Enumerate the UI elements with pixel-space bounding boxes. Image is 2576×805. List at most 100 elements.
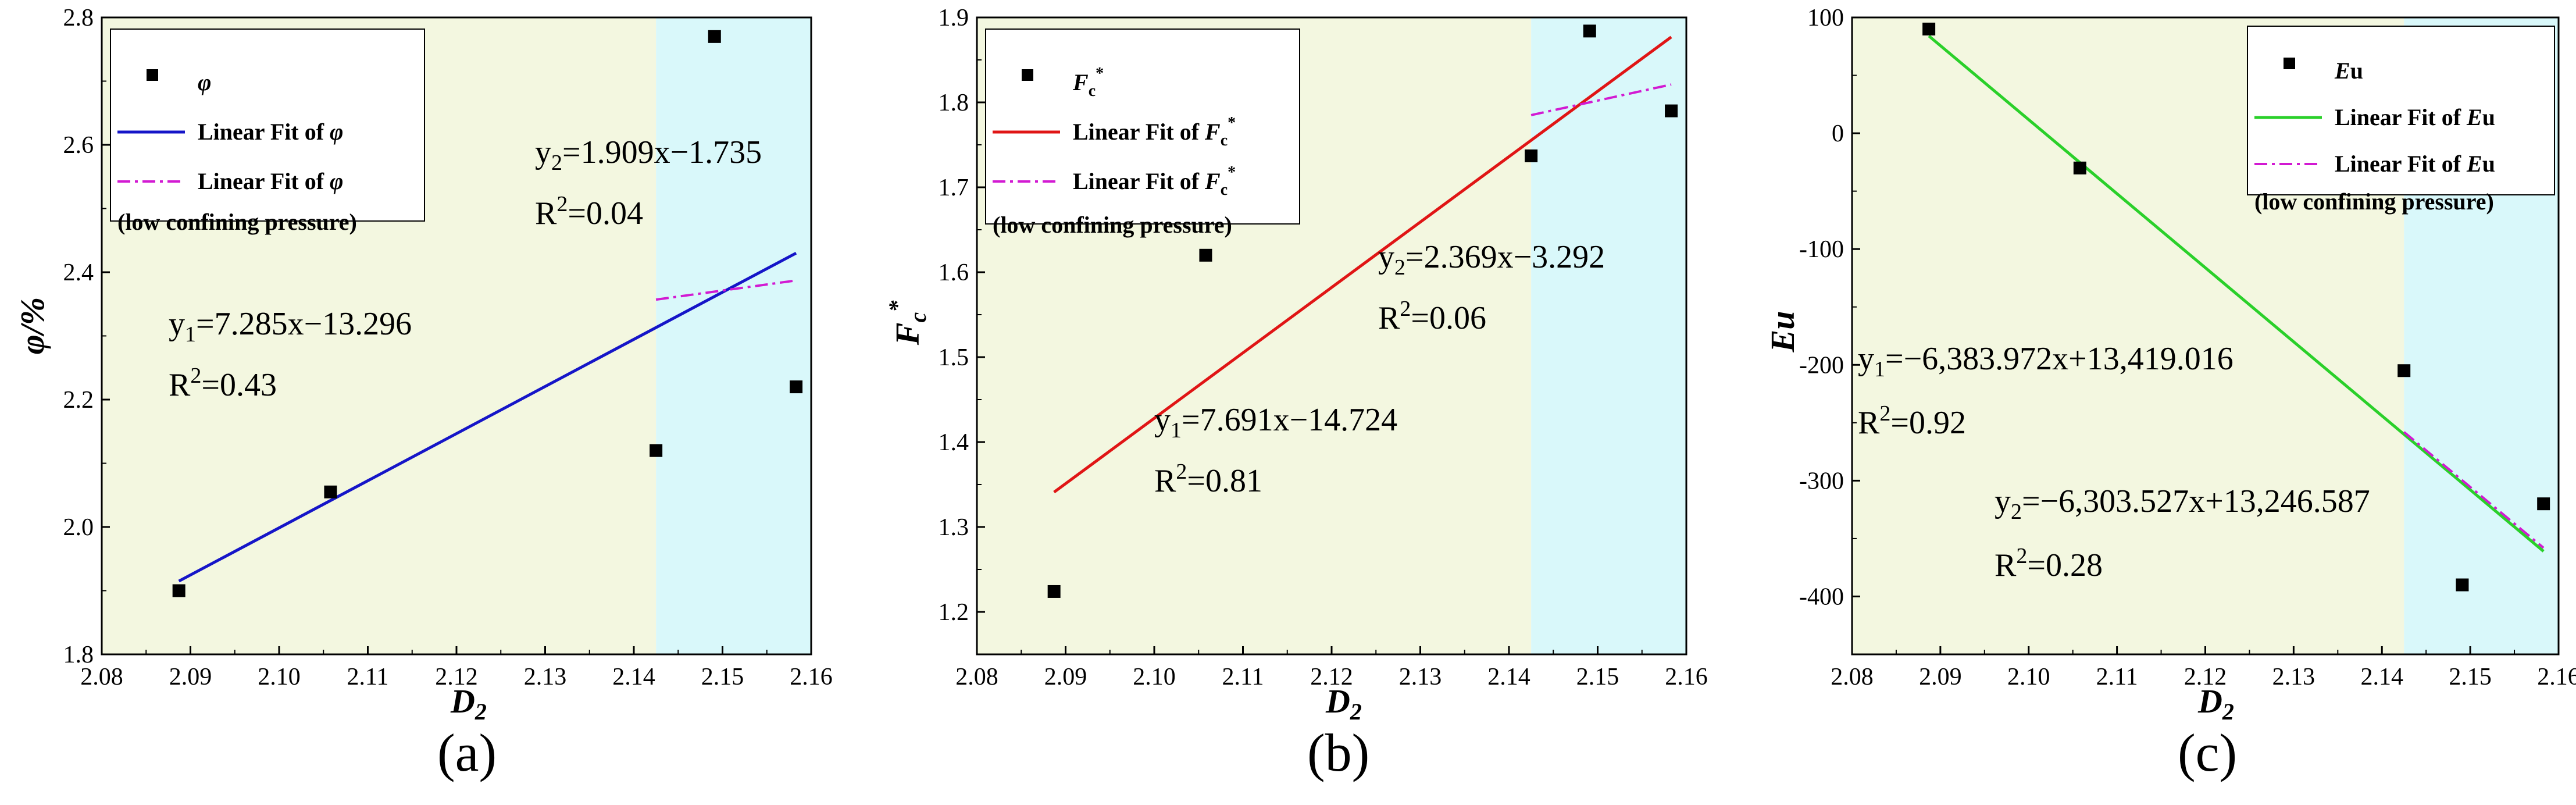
fit-line-all bbox=[178, 251, 797, 583]
fit-all-r-squared: R2=0.92 bbox=[1858, 401, 1966, 441]
legend-label-fit-low: Linear Fit of Eu bbox=[2335, 151, 2495, 177]
legend-marker-points bbox=[1022, 69, 1033, 81]
x-tick-label: 2.13 bbox=[2272, 664, 2315, 690]
y-axis-label: φ/% bbox=[13, 297, 51, 354]
data-point bbox=[1665, 104, 1678, 117]
x-tick-label: 2.12 bbox=[2184, 664, 2227, 690]
x-tick-label: 2.15 bbox=[2449, 664, 2492, 690]
data-point bbox=[650, 444, 663, 457]
zone-high bbox=[1531, 17, 1686, 654]
legend-box bbox=[985, 29, 1300, 225]
fit-low-r-squared: R2=0.04 bbox=[535, 192, 643, 231]
x-axis-label: D2 bbox=[450, 682, 487, 725]
y-axis-label: Eu bbox=[1764, 311, 1801, 353]
legend-label-points: Eu bbox=[2334, 58, 2363, 84]
y-tick-label: 2.0 bbox=[63, 514, 94, 541]
data-point bbox=[708, 30, 721, 43]
y-tick-label: 1.9 bbox=[939, 5, 969, 31]
fit-line-all bbox=[1928, 34, 2545, 553]
fit-all-equation: y1=7.285x−13.296 bbox=[169, 306, 412, 347]
legend-label-fit-low: Linear Fit of Fc* bbox=[1073, 163, 1236, 199]
x-tick-label: 2.10 bbox=[258, 664, 301, 690]
fit-low-equation: y2=2.369x−3.292 bbox=[1378, 239, 1605, 280]
x-axis-label: D2 bbox=[1325, 682, 1362, 725]
panel-label: (c) bbox=[2178, 723, 2237, 782]
panel-label: (b) bbox=[1307, 723, 1369, 782]
x-tick-label: 2.11 bbox=[347, 664, 389, 690]
data-point bbox=[1583, 24, 1596, 38]
y-tick-label: 100 bbox=[1807, 5, 1844, 31]
fit-all-r-squared: R2=0.81 bbox=[1154, 460, 1262, 499]
data-point bbox=[2456, 578, 2469, 592]
fit-all-equation: y1=7.691x−14.724 bbox=[1154, 402, 1397, 443]
data-point bbox=[1922, 22, 1936, 35]
data-point bbox=[2073, 161, 2086, 174]
legend-low-pressure-note: (low confining pressure) bbox=[993, 212, 1232, 238]
fit-low-r-squared: R2=0.28 bbox=[1995, 544, 2103, 583]
x-tick-label: 2.09 bbox=[1044, 664, 1087, 690]
x-tick-label: 2.12 bbox=[435, 664, 478, 690]
x-tick-label: 2.13 bbox=[524, 664, 567, 690]
data-point bbox=[2397, 364, 2411, 377]
data-point bbox=[172, 584, 185, 597]
y-tick-label: 1.6 bbox=[939, 259, 969, 286]
chart-panel-a: 2.08 2.09 2.10 2.11 2.12 2.13 2.14 2.15 2.16 1.8 2… bbox=[13, 5, 833, 782]
chart-panel-b: 2.08 2.09 2.10 2.11 2.12 2.13 2.14 2.15 2.16 1.2 1… bbox=[884, 5, 1708, 782]
x-tick-label: 2.08 bbox=[80, 664, 123, 690]
fit-line-all bbox=[1053, 35, 1672, 494]
y-tick-label: 1.3 bbox=[939, 514, 969, 541]
x-tick-label: 2.08 bbox=[1831, 664, 1874, 690]
legend-label-fit-all: Linear Fit of φ bbox=[198, 119, 343, 145]
y-tick-label: 1.5 bbox=[939, 344, 969, 371]
x-tick-label: 2.10 bbox=[2007, 664, 2050, 690]
legend-marker-points bbox=[2284, 58, 2295, 69]
legend-label-fit-low: Linear Fit of φ bbox=[198, 168, 343, 194]
fit-all-equation: y1=−6,383.972x+13,419.016 bbox=[1858, 341, 2234, 382]
y-tick-label: 2.4 bbox=[63, 259, 94, 286]
x-tick-label: 2.10 bbox=[1133, 664, 1176, 690]
fit-low-equation: y2=−6,303.527x+13,246.587 bbox=[1995, 483, 2370, 524]
legend-box bbox=[2247, 26, 2555, 195]
y-tick-label: -200 bbox=[1799, 352, 1844, 379]
chart-panel-c: 2.08 2.09 2.10 2.11 2.12 2.13 2.14 2.15 2.16 -400… bbox=[1764, 5, 2576, 782]
x-tick-label: 2.14 bbox=[1487, 664, 1530, 690]
y-tick-label: -400 bbox=[1799, 583, 1844, 610]
legend-box bbox=[110, 29, 425, 222]
x-tick-label: 2.09 bbox=[1919, 664, 1962, 690]
x-tick-label: 2.15 bbox=[701, 664, 744, 690]
y-tick-label: 2.2 bbox=[63, 387, 94, 414]
data-point bbox=[1047, 585, 1061, 598]
legend-label-fit-all: Linear Fit of Eu bbox=[2335, 104, 2495, 130]
data-point bbox=[324, 485, 337, 498]
y-tick-label: -100 bbox=[1799, 236, 1844, 263]
y-tick-label: 2.8 bbox=[63, 5, 94, 31]
x-tick-label: 2.14 bbox=[612, 664, 655, 690]
y-tick-label: 0 bbox=[1832, 120, 1844, 147]
legend-label-points: φ bbox=[198, 69, 211, 95]
legend: Eu Linear Fit of Eu Linear Fit of Eu (low c… bbox=[2247, 26, 2555, 215]
fit-low-equation: y2=1.909x−1.735 bbox=[535, 134, 762, 175]
y-tick-label: 1.8 bbox=[63, 642, 94, 668]
legend-label-fit-all: Linear Fit of Fc* bbox=[1073, 114, 1236, 149]
legend: Fc* Linear Fit of Fc* Linear Fit of Fc* (lo… bbox=[985, 29, 1300, 238]
data-point bbox=[1199, 248, 1212, 262]
legend-low-pressure-note: (low confining pressure) bbox=[117, 209, 357, 235]
fit-line-low-pressure bbox=[2403, 431, 2545, 549]
y-axis-label: Fc* bbox=[884, 300, 931, 345]
fit-line-low-pressure bbox=[655, 279, 797, 301]
data-point bbox=[2537, 497, 2550, 511]
legend-low-pressure-note: (low confining pressure) bbox=[2254, 188, 2494, 215]
legend-label-points: Fc* bbox=[1072, 65, 1104, 100]
x-tick-label: 2.15 bbox=[1576, 664, 1619, 690]
fit-line-low-pressure bbox=[1530, 83, 1672, 116]
y-tick-label: 1.4 bbox=[939, 429, 969, 456]
fit-low-r-squared: R2=0.06 bbox=[1378, 297, 1486, 336]
x-tick-label: 2.08 bbox=[955, 664, 998, 690]
y-tick-label: 1.8 bbox=[939, 90, 969, 116]
legend: φ Linear Fit of φ Linear Fit of φ (low conf… bbox=[110, 29, 425, 235]
x-tick-label: 2.09 bbox=[169, 664, 212, 690]
x-tick-label: 2.16 bbox=[2537, 664, 2576, 690]
panel-label: (a) bbox=[437, 723, 497, 782]
x-tick-label: 2.16 bbox=[790, 664, 833, 690]
